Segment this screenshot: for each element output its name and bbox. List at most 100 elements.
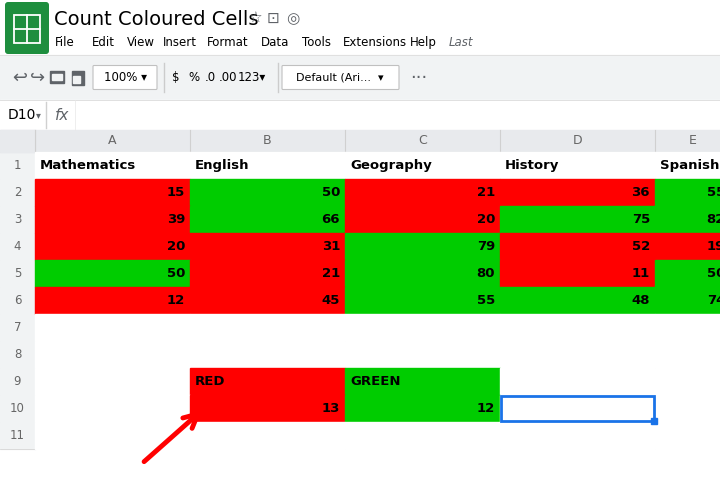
Text: 55: 55 xyxy=(707,186,720,199)
Bar xyxy=(50,70,64,82)
Text: 7: 7 xyxy=(14,321,22,334)
Bar xyxy=(0,287,35,314)
Bar xyxy=(651,418,657,424)
Text: 74: 74 xyxy=(706,294,720,307)
Text: Mathematics: Mathematics xyxy=(40,159,136,172)
Bar xyxy=(655,341,720,368)
Text: A: A xyxy=(108,135,117,147)
Bar xyxy=(500,314,655,341)
FancyBboxPatch shape xyxy=(5,2,49,54)
Bar xyxy=(655,233,720,260)
Bar xyxy=(345,422,500,449)
Text: Count Coloured Cells: Count Coloured Cells xyxy=(54,10,258,29)
Bar xyxy=(655,260,720,287)
Text: 52: 52 xyxy=(631,240,650,253)
Text: 123▾: 123▾ xyxy=(238,71,266,84)
Text: %: % xyxy=(189,71,199,84)
Text: 15: 15 xyxy=(167,186,185,199)
Text: 66: 66 xyxy=(322,213,340,226)
Text: D: D xyxy=(572,135,582,147)
Text: ⊡: ⊡ xyxy=(267,11,280,26)
Bar xyxy=(345,368,500,395)
Bar xyxy=(0,100,720,130)
Text: 82: 82 xyxy=(706,213,720,226)
Bar xyxy=(501,396,654,421)
Text: File: File xyxy=(55,36,75,49)
Text: 100% ▾: 100% ▾ xyxy=(104,71,146,84)
Bar xyxy=(345,260,500,287)
Bar xyxy=(35,206,190,233)
Text: ▾: ▾ xyxy=(36,110,41,120)
Bar xyxy=(190,152,345,179)
Bar xyxy=(190,233,345,260)
Text: 12: 12 xyxy=(167,294,185,307)
Bar xyxy=(35,314,190,341)
Bar xyxy=(190,422,345,449)
Bar xyxy=(0,368,35,395)
Text: View: View xyxy=(127,36,155,49)
Bar xyxy=(655,287,720,314)
Bar xyxy=(345,179,500,206)
Text: Geography: Geography xyxy=(350,159,432,172)
Text: 6: 6 xyxy=(14,294,22,307)
Text: 1: 1 xyxy=(14,159,22,172)
Bar xyxy=(190,341,345,368)
Bar xyxy=(0,130,35,152)
Bar xyxy=(0,395,35,422)
Bar xyxy=(35,341,190,368)
Text: C: C xyxy=(418,135,427,147)
Text: 11: 11 xyxy=(10,429,25,442)
Text: E: E xyxy=(688,135,696,147)
Bar xyxy=(345,287,500,314)
Text: 50: 50 xyxy=(706,267,720,280)
Text: 31: 31 xyxy=(322,240,340,253)
Bar xyxy=(35,152,190,179)
Bar xyxy=(655,422,720,449)
Text: Insert: Insert xyxy=(163,36,197,49)
Text: 50: 50 xyxy=(166,267,185,280)
Bar xyxy=(0,422,35,449)
Text: 11: 11 xyxy=(631,267,650,280)
Bar xyxy=(72,70,84,84)
Bar xyxy=(190,206,345,233)
Bar xyxy=(500,260,655,287)
Bar xyxy=(0,152,35,179)
Text: 2: 2 xyxy=(14,186,22,199)
Bar xyxy=(190,179,345,206)
Bar xyxy=(345,395,500,422)
Text: ◎: ◎ xyxy=(286,11,300,26)
Text: 5: 5 xyxy=(14,267,21,280)
Bar xyxy=(35,260,190,287)
Text: 21: 21 xyxy=(322,267,340,280)
Bar xyxy=(500,422,655,449)
Bar xyxy=(190,287,345,314)
Bar xyxy=(0,0,720,55)
Text: D10: D10 xyxy=(8,108,37,122)
Text: B: B xyxy=(264,135,272,147)
Bar xyxy=(345,314,500,341)
Bar xyxy=(35,422,190,449)
Text: 10: 10 xyxy=(10,402,25,415)
Bar xyxy=(0,260,35,287)
Bar xyxy=(190,314,345,341)
Text: 75: 75 xyxy=(631,213,650,226)
Bar xyxy=(500,368,655,395)
Text: Edit: Edit xyxy=(92,36,115,49)
Bar xyxy=(35,179,190,206)
Bar xyxy=(345,233,500,260)
Bar xyxy=(655,368,720,395)
Text: ↩: ↩ xyxy=(12,68,27,86)
Text: 8: 8 xyxy=(14,348,21,361)
Bar xyxy=(345,341,500,368)
Text: Format: Format xyxy=(207,36,248,49)
Text: 36: 36 xyxy=(631,186,650,199)
Bar xyxy=(0,130,720,152)
Bar xyxy=(0,179,35,206)
Bar xyxy=(0,55,720,100)
Bar xyxy=(35,368,190,395)
Text: Tools: Tools xyxy=(302,36,331,49)
Text: .0: .0 xyxy=(204,71,215,84)
Text: Default (Ari...  ▾: Default (Ari... ▾ xyxy=(296,73,384,82)
Text: 21: 21 xyxy=(477,186,495,199)
Bar xyxy=(655,314,720,341)
